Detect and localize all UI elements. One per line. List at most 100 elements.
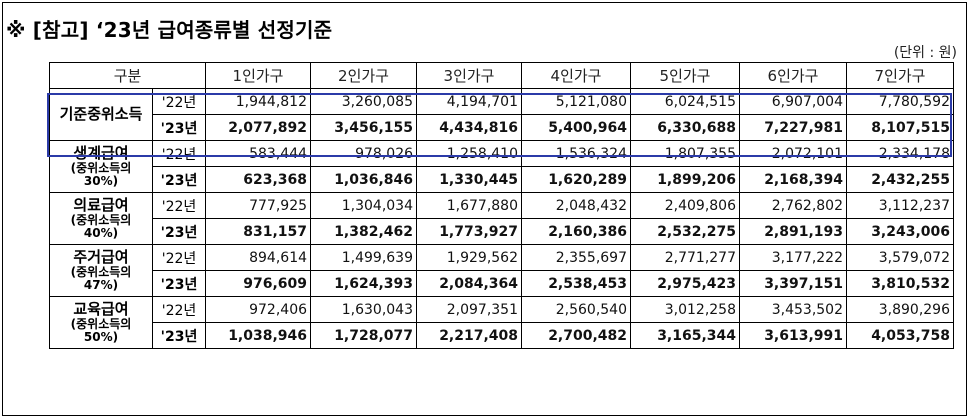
amount-cell: 1,382,462 [310,218,418,245]
year-cell: '23년 [151,166,207,193]
amount-cell: 3,810,532 [846,270,955,297]
table-header-row: 구분 1인가구 2인가구 3인가구 4인가구 5인가구 6인가구 7인가구 [48,62,955,89]
amount-cell: 1,677,880 [416,192,523,219]
amount-cell: 3,579,072 [846,244,955,271]
amount-cell: 1,536,324 [521,140,632,167]
column-header: 6인가구 [739,62,848,89]
amount-cell: 894,614 [205,244,312,271]
amount-cell: 3,613,991 [739,322,848,349]
amount-cell: 6,330,688 [630,114,741,141]
benefit-category-cell: 의료급여 (중위소득의 40%) [49,192,153,245]
amount-cell: 1,036,846 [310,166,418,193]
amount-cell: 1,773,927 [416,218,523,245]
column-header: 3인가구 [416,62,523,89]
amount-cell: 1,630,043 [310,296,418,323]
amount-cell: 1,624,393 [310,270,418,297]
amount-cell: 2,409,806 [630,192,741,219]
amount-cell: 2,077,892 [205,114,312,141]
benefit-category-note: (중위소득의 40%) [70,213,132,240]
year-cell: '23년 [151,270,207,297]
amount-cell: 5,121,080 [521,88,632,115]
table-row: '23년 2,077,892 3,456,155 4,434,816 5,400,964… [50,114,955,141]
amount-cell: 777,925 [205,192,312,219]
amount-cell: 3,453,502 [739,296,848,323]
amount-cell: 3,397,151 [739,270,848,297]
amount-cell: 2,532,275 [630,218,741,245]
amount-cell: 1,330,445 [416,166,523,193]
amount-cell: 6,907,004 [739,88,848,115]
benefit-category-cell: 기준중위소득 [49,88,153,141]
amount-cell: 978,026 [310,140,418,167]
column-header: 2인가구 [310,62,418,89]
amount-cell: 623,368 [205,166,312,193]
amount-cell: 1,038,946 [205,322,312,349]
amount-cell: 1,304,034 [310,192,418,219]
year-cell: '23년 [151,114,207,141]
column-header: 7인가구 [846,62,955,89]
amount-cell: 2,975,423 [630,270,741,297]
amount-cell: 976,609 [205,270,312,297]
table-row: 생계급여 (중위소득의 30%) '22년 583,444 978,026 1,258,4… [49,140,955,193]
amount-cell: 2,771,277 [630,244,741,271]
amount-cell: 3,012,258 [630,296,741,323]
table-row: '23년 976,609 1,624,393 2,084,364 2,538,453 2,… [50,270,955,297]
amount-cell: 2,168,394 [739,166,848,193]
amount-cell: 2,538,453 [521,270,632,297]
amount-cell: 3,456,155 [310,114,418,141]
benefit-category-cell: 주거급여 (중위소득의 47%) [49,244,153,297]
amount-cell: 8,107,515 [846,114,955,141]
amount-cell: 1,499,639 [310,244,418,271]
amount-cell: 7,780,592 [846,88,955,115]
amount-cell: 1,728,077 [310,322,418,349]
benefit-category-cell: 생계급여 (중위소득의 30%) [49,140,153,193]
benefit-category-note: (중위소득의 47%) [70,265,132,292]
amount-cell: 1,929,562 [416,244,523,271]
section-title: ※ [참고] ‘23년 급여종류별 선정기준 [6,18,333,42]
amount-cell: 3,177,222 [739,244,848,271]
amount-cell: 2,762,802 [739,192,848,219]
benefit-category-note: (중위소득의 50%) [70,317,132,344]
amount-cell: 6,024,515 [630,88,741,115]
table-row: 기준중위소득 '22년 1,944,812 3,260,085 4,194,701 5,1… [49,88,955,141]
table-row: 주거급여 (중위소득의 47%) '22년 894,614 1,499,639 1,929… [49,244,955,297]
document-frame [2,2,967,416]
amount-cell: 3,260,085 [310,88,418,115]
amount-cell: 2,097,351 [416,296,523,323]
amount-cell: 2,355,697 [521,244,632,271]
amount-cell: 2,072,101 [739,140,848,167]
year-cell: '22년 [151,296,207,323]
amount-cell: 1,258,410 [416,140,523,167]
selection-criteria-table: 구분 1인가구 2인가구 3인가구 4인가구 5인가구 6인가구 7인가구 기준… [48,62,955,349]
amount-cell: 1,620,289 [521,166,632,193]
benefit-category-cell: 교육급여 (중위소득의 50%) [49,296,153,349]
amount-cell: 2,048,432 [521,192,632,219]
amount-cell: 2,700,482 [521,322,632,349]
amount-cell: 2,084,364 [416,270,523,297]
amount-cell: 3,243,006 [846,218,955,245]
amount-cell: 7,227,981 [739,114,848,141]
amount-cell: 1,944,812 [205,88,312,115]
amount-cell: 3,890,296 [846,296,955,323]
benefit-category-name: 기준중위소득 [59,105,143,123]
amount-cell: 4,194,701 [416,88,523,115]
amount-cell: 4,434,816 [416,114,523,141]
year-cell: '22년 [151,244,207,271]
amount-cell: 2,217,408 [416,322,523,349]
amount-cell: 5,400,964 [521,114,632,141]
amount-cell: 3,165,344 [630,322,741,349]
amount-cell: 972,406 [205,296,312,323]
table-row: 의료급여 (중위소득의 40%) '22년 777,925 1,304,034 1,677… [49,192,955,245]
benefit-category-name: 주거급여 [73,248,129,266]
year-cell: '22년 [151,88,207,115]
benefit-category-note: (중위소득의 30%) [70,161,132,188]
column-header: 4인가구 [521,62,632,89]
year-cell: '23년 [151,218,207,245]
amount-cell: 2,160,386 [521,218,632,245]
benefit-category-name: 의료급여 [73,196,129,214]
amount-cell: 2,334,178 [846,140,955,167]
table-row: '23년 623,368 1,036,846 1,330,445 1,620,289 1,… [50,166,955,193]
table-row: '23년 831,157 1,382,462 1,773,927 2,160,386 2,… [50,218,955,245]
amount-cell: 583,444 [205,140,312,167]
year-cell: '22년 [151,192,207,219]
table-row: '23년 1,038,946 1,728,077 2,217,408 2,700,482… [50,322,955,349]
